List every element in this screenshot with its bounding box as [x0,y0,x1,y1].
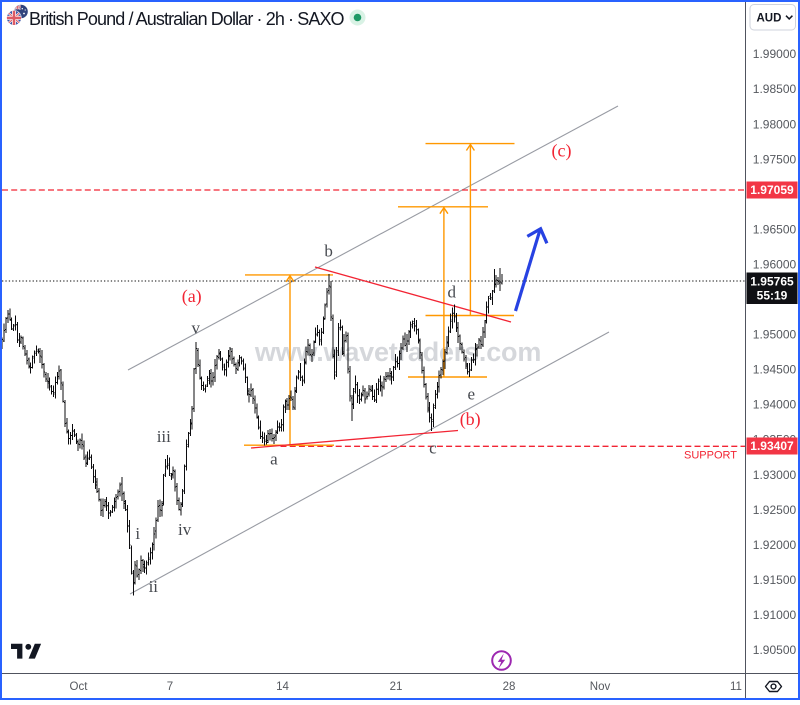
svg-text:55:19: 55:19 [757,289,788,303]
svg-text:28: 28 [503,681,516,693]
svg-text:14: 14 [276,681,289,693]
svg-text:a: a [270,450,278,469]
svg-text:iv: iv [178,520,192,539]
svg-text:1.97059: 1.97059 [750,183,794,197]
svg-text:1.92500: 1.92500 [753,503,797,517]
svg-text:1.92000: 1.92000 [753,538,797,552]
svg-text:1.98500: 1.98500 [753,82,797,96]
svg-text:d: d [448,283,457,302]
svg-text:e: e [468,384,476,403]
svg-text:1.99000: 1.99000 [753,47,797,61]
svg-text:1.93000: 1.93000 [753,468,797,482]
svg-text:7: 7 [167,681,173,693]
svg-text:1.98000: 1.98000 [753,117,797,131]
svg-text:1.91000: 1.91000 [753,608,797,622]
svg-text:1.95000: 1.95000 [753,328,797,342]
svg-text:11: 11 [730,681,742,693]
svg-text:i: i [135,524,140,543]
svg-text:AUD: AUD [757,12,782,24]
svg-text:1.90500: 1.90500 [753,643,797,657]
svg-text:1.94500: 1.94500 [753,363,797,377]
svg-text:(c): (c) [552,141,572,162]
svg-text:SUPPORT: SUPPORT [684,450,737,462]
svg-text:British Pound / Australian Dol: British Pound / Australian Dollar · 2h ·… [29,9,345,29]
svg-text:1.94000: 1.94000 [753,398,797,412]
svg-text:1.91500: 1.91500 [753,573,797,587]
svg-text:1.96500: 1.96500 [753,222,797,236]
svg-text:(a): (a) [182,286,202,307]
svg-text:v: v [192,319,201,338]
svg-text:1.97500: 1.97500 [753,152,797,166]
svg-text:Nov: Nov [590,681,611,693]
svg-text:1.93407: 1.93407 [750,439,794,453]
svg-text:(b): (b) [460,409,481,430]
svg-text:ii: ii [149,577,159,596]
svg-text:1.95765: 1.95765 [750,275,794,289]
svg-text:Oct: Oct [70,681,89,693]
svg-text:iii: iii [157,427,171,446]
svg-text:b: b [324,241,333,260]
svg-text:1.96000: 1.96000 [753,258,797,272]
svg-text:c: c [429,438,437,457]
svg-text:21: 21 [390,681,403,693]
